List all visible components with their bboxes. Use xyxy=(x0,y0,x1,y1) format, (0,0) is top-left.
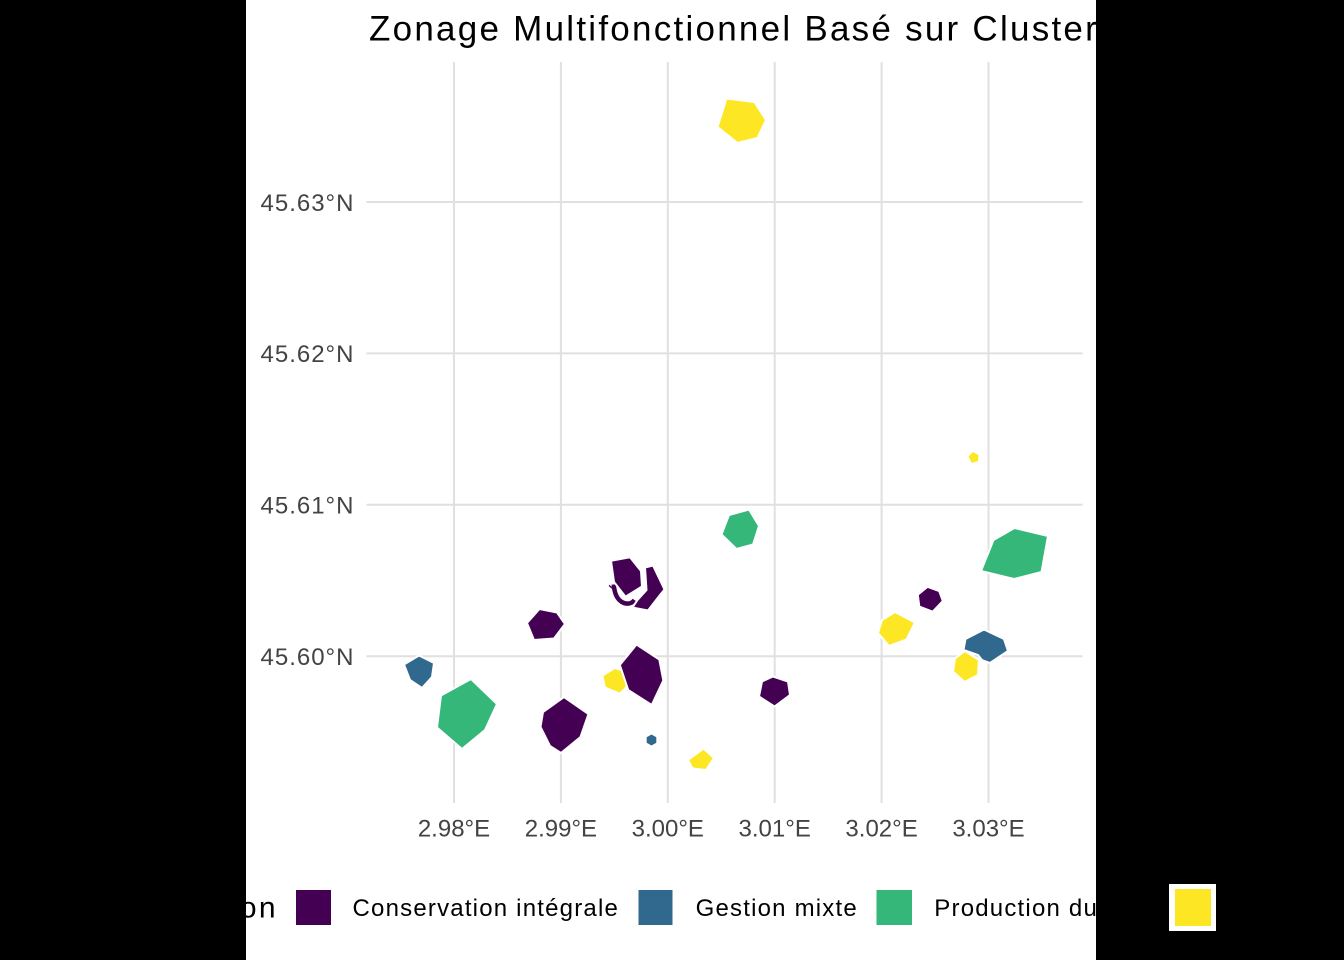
svg-text:45.63°N: 45.63°N xyxy=(261,190,355,217)
svg-text:Conservation intégrale: Conservation intégrale xyxy=(353,895,620,922)
svg-text:3.02°E: 3.02°E xyxy=(845,815,917,842)
svg-text:3.03°E: 3.03°E xyxy=(952,815,1024,842)
svg-text:2.98°E: 2.98°E xyxy=(418,815,490,842)
svg-text:3.01°E: 3.01°E xyxy=(739,815,811,842)
svg-text:45.60°N: 45.60°N xyxy=(261,644,355,671)
svg-text:45.61°N: 45.61°N xyxy=(261,493,355,520)
svg-text:45.62°N: 45.62°N xyxy=(261,341,355,368)
svg-text:2.99°E: 2.99°E xyxy=(525,815,597,842)
svg-text:Gestion mixte: Gestion mixte xyxy=(696,895,858,922)
svg-text:Zonage Multifonctionnel Basé s: Zonage Multifonctionnel Basé sur Cluster… xyxy=(369,10,1153,49)
svg-text:3.00°E: 3.00°E xyxy=(632,815,704,842)
